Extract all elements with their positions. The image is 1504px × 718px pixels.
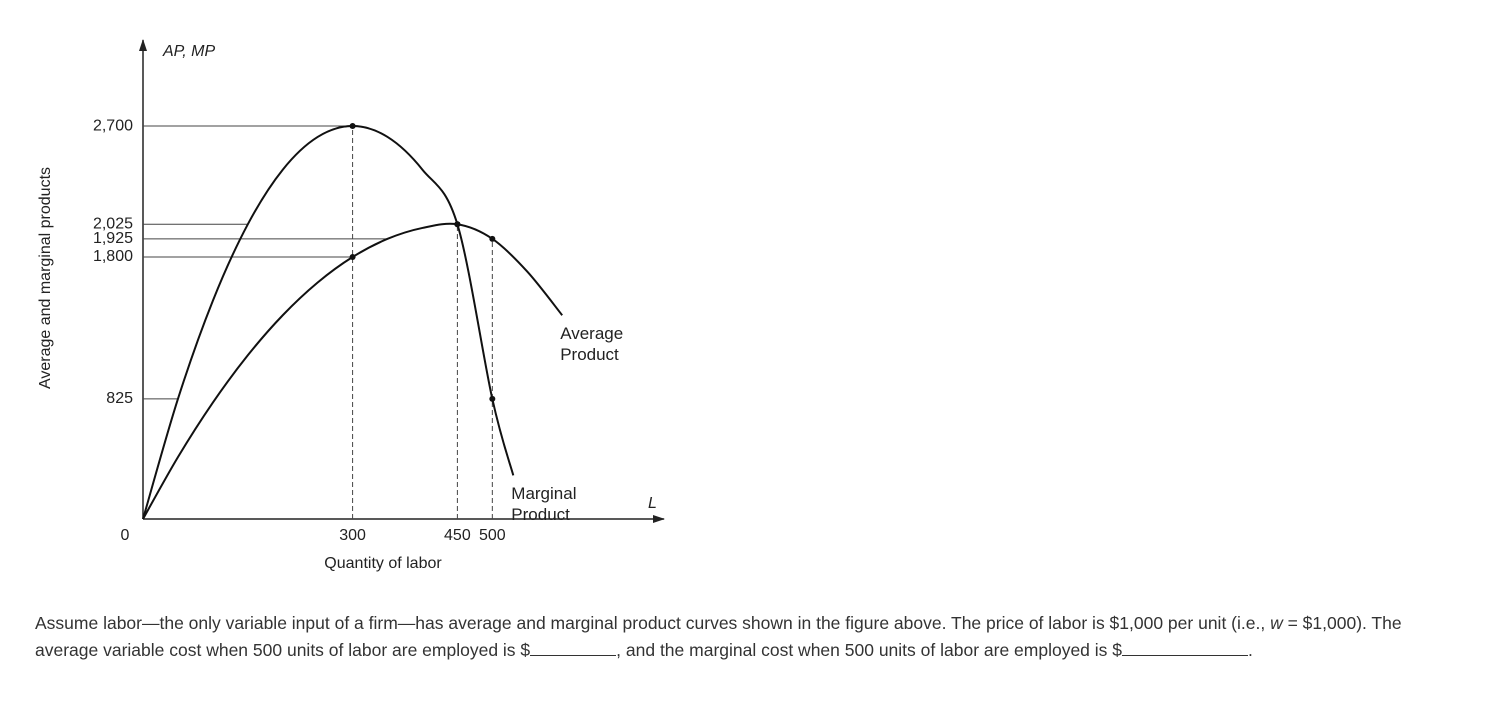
curve [142,125,515,520]
question: Assume labor—the only variable input of … [35,610,1455,664]
y-tick-label: 2,700 [93,117,133,134]
y-tick-label: 1,800 [93,248,133,265]
x-axis-label: L [648,495,657,512]
y-tick-label: 2,025 [93,216,133,233]
point [454,221,461,228]
x-axis-title: Quantity of labor [324,555,442,572]
chart: Average and marginal products AP, MP L Q… [37,39,665,572]
question-text: , and the marginal cost when 500 units o… [616,640,1123,660]
y-axis-title: Average and marginal products [37,167,54,389]
point [489,235,496,242]
y-tick-label: 1,925 [93,230,133,247]
x-tick-label: 500 [479,527,506,544]
point [349,123,356,130]
x-tick-label: 300 [339,527,366,544]
question-text: = $1,000). The average variable cost whe… [35,613,1402,660]
curve-label: Marginal Product [511,484,577,525]
curve-label: Average Product [560,324,624,365]
y-tick-label: 825 [106,390,133,407]
point [489,395,496,402]
question-text: Assume labor—the only variable input of … [35,613,1271,633]
x-tick-label: 0 [121,527,130,544]
question-text: . [1248,640,1253,660]
point [349,254,356,261]
answer-blank[interactable] [1122,639,1249,656]
y-axis-label: AP, MP [162,43,216,60]
answer-blank[interactable] [530,639,617,656]
x-tick-label: 450 [444,527,471,544]
question-text: w [1270,613,1283,633]
